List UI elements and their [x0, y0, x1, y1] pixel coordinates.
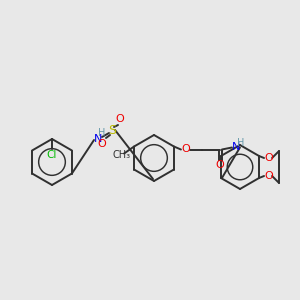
Text: CH₃: CH₃: [112, 151, 130, 160]
Text: N: N: [232, 142, 240, 152]
Text: O: O: [265, 171, 273, 181]
Text: N: N: [94, 134, 102, 144]
Text: O: O: [116, 114, 124, 124]
Text: O: O: [265, 153, 273, 163]
Text: O: O: [98, 139, 106, 149]
Text: H: H: [237, 137, 244, 148]
Text: H: H: [98, 128, 106, 138]
Text: S: S: [108, 124, 116, 137]
Text: O: O: [215, 160, 224, 170]
Text: O: O: [182, 145, 190, 154]
Text: Cl: Cl: [47, 150, 57, 160]
